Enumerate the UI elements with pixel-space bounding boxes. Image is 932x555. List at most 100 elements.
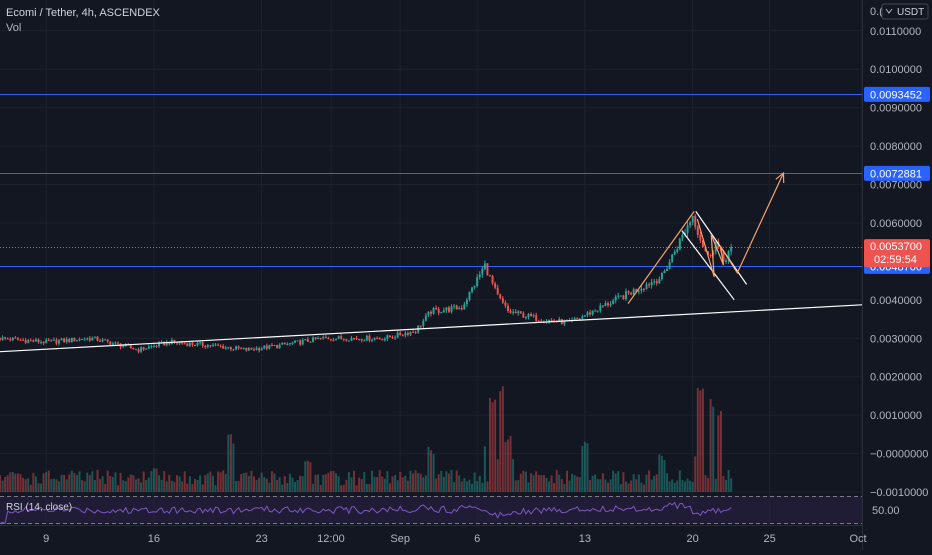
candle (22, 339, 25, 341)
candle (350, 338, 353, 341)
candle (581, 316, 584, 319)
candle (286, 344, 289, 346)
candle (99, 340, 102, 342)
candle (45, 339, 48, 344)
volume-bar (696, 388, 699, 492)
candle (378, 338, 381, 340)
candle (304, 339, 307, 341)
volume-bar (727, 470, 730, 492)
y-tick-label: 0.0010000 (870, 410, 922, 422)
volume-bar (624, 481, 627, 492)
y-tick-label: 0.0020000 (870, 372, 922, 384)
rsi-legend[interactable]: RSI (14, close) (6, 502, 73, 513)
candle (730, 247, 733, 252)
volume-bar (648, 470, 651, 492)
candle (19, 339, 22, 341)
candle (222, 346, 225, 349)
candle (55, 339, 58, 344)
volume-bar (442, 476, 445, 492)
candle (619, 295, 622, 297)
candle (435, 308, 438, 310)
countdown-label: 02:59:54 (874, 254, 917, 266)
volume-bar (232, 443, 235, 492)
volume-bar (409, 470, 412, 492)
candle (514, 311, 517, 314)
candle (589, 312, 592, 315)
volume-bar (317, 474, 320, 492)
volume-bar (34, 476, 37, 492)
volume-bar (193, 478, 196, 492)
volume-bar (353, 470, 356, 492)
candle (353, 338, 356, 340)
y-tick-label: 0.0030000 (870, 333, 922, 345)
volume-bar (722, 476, 725, 492)
volume-bar (337, 476, 340, 492)
candle (306, 339, 309, 342)
volume-bar (609, 479, 612, 492)
candle (329, 339, 332, 341)
volume-bar (163, 471, 166, 492)
candle (206, 345, 209, 348)
volume-bar (483, 446, 486, 492)
candle (506, 305, 509, 311)
candle (252, 349, 255, 351)
volume-bar (294, 481, 297, 492)
candle (463, 304, 466, 310)
candle (109, 341, 112, 345)
volume-bar (224, 473, 227, 492)
candle (345, 339, 348, 341)
volume-bar (152, 468, 155, 492)
volume-bar (635, 479, 638, 492)
volume-bar (168, 474, 171, 492)
volume-bar (663, 460, 666, 492)
volume-bar (276, 479, 279, 492)
volume-bar (322, 474, 325, 492)
volume-bar (340, 485, 343, 492)
volume-bar (288, 473, 291, 492)
candle (594, 310, 597, 312)
volume-bar (117, 485, 119, 492)
candle (465, 299, 468, 305)
volume-bar (332, 470, 335, 492)
volume-bar (83, 481, 86, 492)
volume-bar (455, 470, 458, 492)
price-scale (862, 0, 932, 550)
volume-bar (199, 475, 202, 492)
volume-bar (406, 480, 409, 492)
drawing-line (627, 211, 695, 305)
volume-bar (581, 445, 584, 492)
drawing-line (681, 230, 735, 301)
volume-bar (622, 472, 625, 492)
volume-bar (214, 485, 217, 492)
candle (709, 255, 712, 257)
volume-bar (594, 474, 597, 492)
volume-bar (132, 475, 135, 492)
volume-bar (666, 473, 669, 492)
candle (396, 332, 399, 338)
candle (548, 320, 550, 322)
rsi-pane (0, 496, 862, 525)
volume-bar (283, 476, 286, 492)
candle (132, 347, 135, 350)
volume-bar (683, 481, 686, 492)
volume-bar (437, 474, 440, 492)
candle (165, 341, 168, 346)
currency-label[interactable]: USDT (897, 7, 924, 18)
volume-bar (440, 470, 443, 492)
volume-bar (699, 390, 702, 492)
volume-bar (227, 434, 230, 492)
symbol-title[interactable]: Ecomi / Tether, 4h, ASCENDEX (6, 7, 160, 19)
volume-bar (619, 484, 622, 492)
volume-bar (565, 470, 568, 492)
volume-bar (281, 484, 284, 492)
candle (104, 339, 107, 341)
volume-label[interactable]: Vol (6, 22, 22, 34)
volume-bar (240, 474, 243, 492)
candle (627, 291, 630, 293)
volume-bar (458, 475, 461, 492)
volume-bar (614, 473, 617, 492)
candle (681, 234, 684, 239)
drawings (0, 171, 863, 353)
